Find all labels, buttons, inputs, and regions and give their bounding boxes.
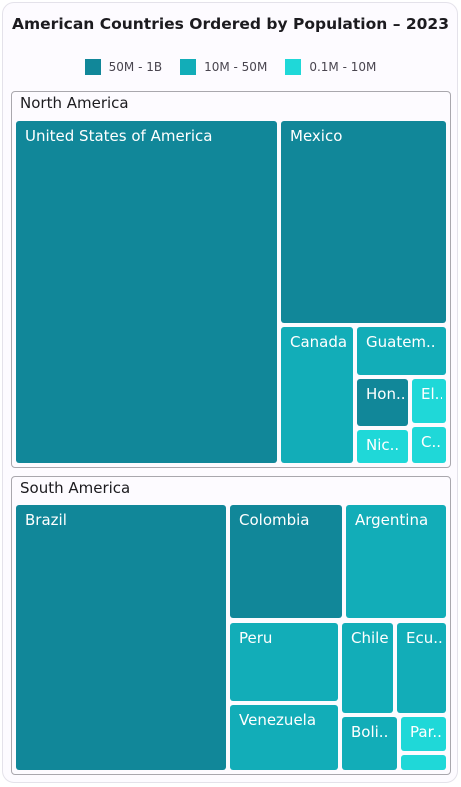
tile-venezuela[interactable]: Venezuela	[230, 705, 338, 770]
tile-label: Guatem..	[366, 333, 436, 351]
legend-swatch	[285, 59, 302, 75]
tile-chile[interactable]: Chile	[342, 623, 393, 713]
tile-label: El..	[421, 385, 442, 403]
tile-peru[interactable]: Peru	[230, 623, 338, 701]
tile-guatemala[interactable]: Guatem..	[357, 327, 446, 375]
tile-label: Colombia	[239, 511, 310, 529]
legend-label: 10M - 50M	[204, 60, 268, 74]
chart-title: American Countries Ordered by Population…	[12, 15, 449, 33]
tile-label: Hon..	[366, 385, 404, 403]
tile-argentina[interactable]: Argentina	[346, 505, 446, 618]
tile-united-states[interactable]: United States of America	[16, 121, 277, 463]
legend-label: 50M - 1B	[108, 60, 163, 74]
tile-el-salvador[interactable]: El..	[412, 379, 446, 423]
tile-brazil[interactable]: Brazil	[16, 505, 226, 770]
group-label: South America	[20, 479, 131, 497]
legend-swatch	[180, 59, 197, 75]
legend-label: 0.1M - 10M	[309, 60, 377, 74]
legend-swatch	[84, 59, 101, 75]
tile-honduras[interactable]: Hon..	[357, 379, 408, 426]
tile-colombia[interactable]: Colombia	[230, 505, 342, 618]
tile-label: Brazil	[25, 511, 67, 529]
legend-item-50m-1b[interactable]: 50M - 1B	[84, 59, 163, 75]
tile-label: Chile	[351, 629, 389, 647]
tile-bolivia[interactable]: Boli..	[342, 717, 397, 770]
tile-label: United States of America	[25, 127, 213, 145]
tile-label: Mexico	[290, 127, 343, 145]
tile-label: Par..	[410, 723, 442, 741]
tile-label: Nic..	[366, 436, 400, 454]
tile-nicaragua[interactable]: Nic..	[357, 430, 408, 463]
tile-label: Boli..	[351, 723, 389, 741]
legend-item-10m-50m[interactable]: 10M - 50M	[180, 59, 267, 75]
tile-label: Canada	[290, 333, 348, 351]
tile-paraguay[interactable]: Par..	[401, 717, 446, 751]
chart-legend: 50M - 1B 10M - 50M 0.1M - 10M	[0, 59, 461, 75]
tile-label: Ecu..	[406, 629, 442, 647]
tile-canada[interactable]: Canada	[281, 327, 353, 463]
tile-label: Peru	[239, 629, 273, 647]
legend-item-0-1m-10m[interactable]: 0.1M - 10M	[285, 59, 376, 75]
tile-costa-rica[interactable]: C..	[412, 427, 446, 463]
group-label: North America	[20, 94, 129, 112]
tile-label: Argentina	[355, 511, 429, 529]
tile-ecuador[interactable]: Ecu..	[397, 623, 446, 713]
tile-mexico[interactable]: Mexico	[281, 121, 446, 323]
tile-label: Venezuela	[239, 711, 317, 729]
tile-uruguay[interactable]	[401, 755, 446, 770]
tile-label: C..	[421, 433, 442, 451]
